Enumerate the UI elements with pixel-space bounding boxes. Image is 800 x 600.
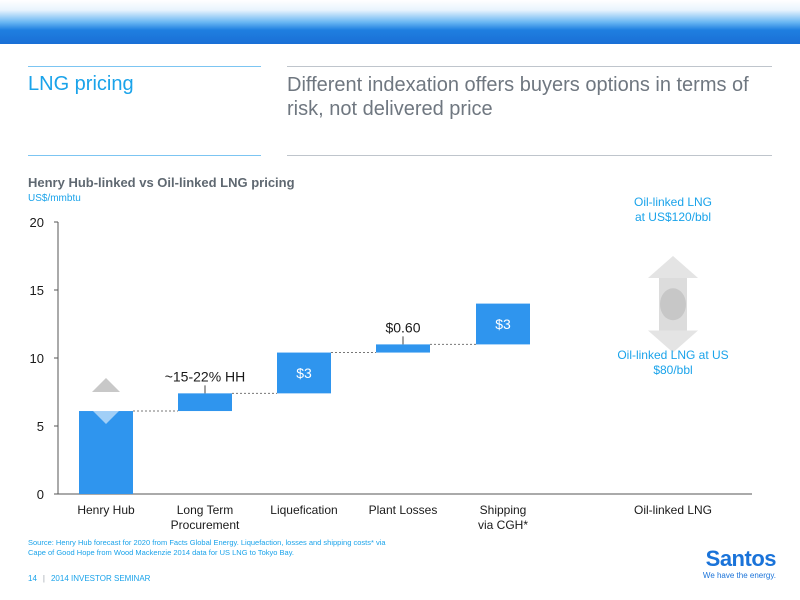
logo-tagline: We have the energy.	[702, 571, 776, 580]
source-note: Source: Henry Hub forecast for 2020 from…	[28, 538, 386, 557]
range-arrow-icon	[98, 392, 114, 410]
waterfall-bar	[476, 303, 530, 345]
section-title: LNG pricing	[28, 73, 134, 95]
data-label-liquefication: $3	[296, 365, 312, 381]
range-arrow-icon	[92, 410, 120, 424]
title-rule-top	[28, 66, 261, 67]
waterfall-bar	[178, 393, 232, 412]
oil-linked-high-label-line: Oil-linked LNG	[634, 195, 712, 209]
x-tick-label: Henry Hub	[77, 503, 135, 517]
data-label-procurement: ~15-22% HH	[165, 368, 246, 384]
y-tick-label: 20	[30, 215, 44, 230]
oil-linked-low-label: Oil-linked LNG at US $80/bbl	[617, 348, 728, 377]
page-number: 14	[28, 574, 37, 583]
range-arrow-center	[660, 288, 686, 321]
top-banner	[0, 0, 800, 44]
waterfall-bar	[277, 352, 331, 394]
oil-linked-high-label: Oil-linked LNG at US$120/bbl	[634, 195, 712, 224]
title-rule-bottom	[28, 155, 261, 156]
footer-separator: |	[42, 574, 45, 583]
chart-title: Henry Hub-linked vs Oil-linked LNG prici…	[28, 175, 295, 190]
x-tick-label-line: Long Term	[177, 503, 233, 517]
slide-headline: Different indexation offers buyers optio…	[287, 74, 749, 120]
santos-logo: Santos We have the energy.	[696, 546, 777, 581]
x-tick-label-line: Henry Hub	[77, 503, 135, 517]
x-tick-label: Long Term Procurement	[171, 503, 240, 532]
footer: 14 | 2014 INVESTOR SEMINAR	[28, 574, 150, 583]
range-arrow-down-icon	[648, 330, 698, 353]
x-tick-label-line: Plant Losses	[369, 503, 438, 517]
x-tick-label-line: Shipping	[480, 503, 527, 517]
y-tick-label: 15	[30, 283, 44, 298]
y-tick-label: 0	[37, 487, 44, 502]
x-tick-label-line: Oil-linked LNG	[634, 503, 712, 517]
x-tick-label: Oil-linked LNG	[634, 503, 712, 517]
event-name: 2014 INVESTOR SEMINAR	[50, 574, 151, 583]
waterfall-bar	[376, 344, 430, 353]
logo-wordmark: Santos	[705, 546, 777, 571]
oil-linked-low-label-line: Oil-linked LNG at US	[617, 348, 728, 362]
range-arrow-icon	[92, 378, 120, 392]
x-tick-label-line: Procurement	[171, 518, 240, 532]
waterfall-bar	[79, 411, 133, 494]
y-tick-label: 5	[37, 419, 44, 434]
x-tick-label-line: via CGH*	[478, 518, 528, 532]
x-tick-label: Plant Losses	[369, 503, 438, 517]
chart-unit-label: US$/mmbtu	[28, 193, 81, 204]
x-tick-label: Shipping via CGH*	[478, 503, 528, 532]
headline-rule-top	[287, 66, 772, 67]
headline-rule-bottom	[287, 155, 772, 156]
x-tick-label-line: Liquefication	[270, 503, 337, 517]
range-arrow-up-icon	[648, 256, 698, 278]
oil-linked-low-label-line: $80/bbl	[653, 363, 692, 377]
oil-linked-high-label-line: at US$120/bbl	[635, 210, 711, 224]
x-tick-label: Liquefication	[270, 503, 337, 517]
data-label-shipping: $3	[495, 316, 511, 332]
data-label-plant-losses: $0.60	[385, 319, 420, 335]
y-tick-label: 10	[30, 351, 44, 366]
